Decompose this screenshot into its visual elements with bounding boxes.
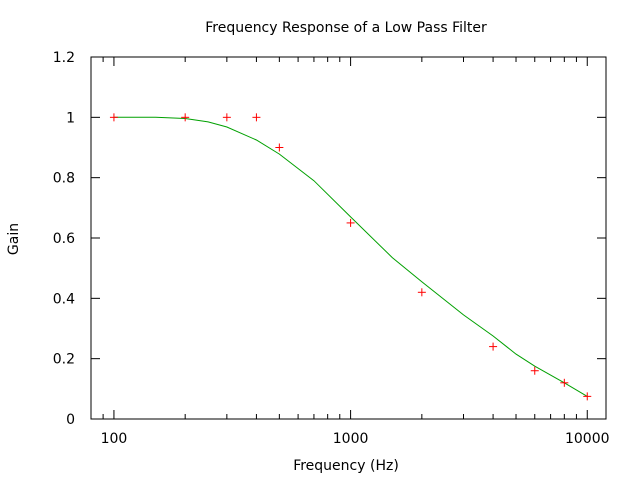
data-point — [181, 113, 190, 122]
y-tick-label: 0.2 — [53, 352, 75, 368]
data-point — [275, 143, 284, 152]
data-point — [489, 342, 498, 351]
fit-curve-line — [113, 116, 588, 397]
x-tick-label: 1000 — [333, 431, 369, 447]
y-axis-label: Gain — [6, 223, 22, 255]
series — [109, 113, 592, 401]
data-point — [583, 392, 592, 401]
data-point — [530, 366, 539, 375]
plot-frame — [90, 56, 607, 420]
data-point — [109, 113, 118, 122]
x-tick-label: 10000 — [565, 431, 610, 447]
y-tick-label: 1.2 — [53, 50, 75, 66]
y-tick-label: 0.8 — [53, 171, 75, 187]
x-axis-label: Frequency (Hz) — [293, 458, 399, 474]
data-point — [417, 288, 426, 297]
y-tick-label: 0 — [66, 412, 75, 428]
data-point — [346, 218, 355, 227]
data-point — [222, 113, 231, 122]
chart-title: Frequency Response of a Low Pass Filter — [205, 20, 487, 36]
y-tick-label: 0.6 — [53, 231, 75, 247]
data-point — [560, 378, 569, 387]
y-tick-label: 0.4 — [53, 291, 75, 307]
x-tick-label: 100 — [101, 431, 128, 447]
ticks: 0 0.2 0.4 0.6 0.8 1 1.2 100 1000 10000 — [53, 50, 610, 447]
data-point — [252, 113, 261, 122]
y-tick-label: 1 — [66, 110, 75, 126]
